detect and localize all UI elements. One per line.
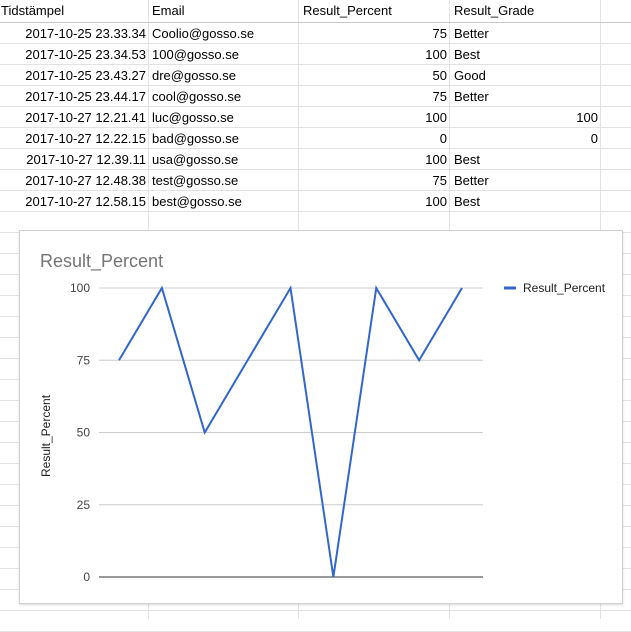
result-grade-cell[interactable]: Best xyxy=(454,194,481,209)
result-percent-cell[interactable]: 100 xyxy=(425,152,447,167)
email-cell[interactable]: luc@gosso.se xyxy=(152,110,234,125)
y-tick-label: 100 xyxy=(70,281,90,295)
timestamp-cell[interactable]: 2017-10-27 12.39.11 xyxy=(26,152,146,167)
timestamp-cell[interactable]: 2017-10-27 12.22.15 xyxy=(25,131,146,146)
result-grade-cell[interactable]: Better xyxy=(454,173,489,188)
result-percent-cell[interactable]: 75 xyxy=(432,173,447,188)
chart-title: Result_Percent xyxy=(40,251,163,272)
email-cell[interactable]: bad@gosso.se xyxy=(152,131,239,146)
y-axis-label: Result_Percent xyxy=(39,394,53,477)
timestamp-cell[interactable]: 2017-10-25 23.44.17 xyxy=(25,89,146,104)
row-divider xyxy=(0,610,631,611)
result-percent-cell[interactable]: 100 xyxy=(425,110,447,125)
email-cell[interactable]: usa@gosso.se xyxy=(152,152,239,167)
email-cell[interactable]: test@gosso.se xyxy=(152,173,239,188)
email-cell[interactable]: dre@gosso.se xyxy=(152,68,237,83)
header-cell-email[interactable]: Email xyxy=(152,3,185,18)
chart-legend[interactable]: Result_Percent xyxy=(504,281,606,295)
legend-label: Result_Percent xyxy=(523,281,606,295)
row-divider xyxy=(0,64,631,65)
result-grade-cell[interactable]: 0 xyxy=(590,131,598,146)
result-grade-cell[interactable]: Better xyxy=(454,26,489,41)
row-divider xyxy=(0,85,631,86)
timestamp-cell[interactable]: 2017-10-25 23.33.34 xyxy=(25,26,146,41)
timestamp-cell[interactable]: 2017-10-25 23.43.27 xyxy=(25,68,146,83)
row-divider xyxy=(0,211,631,212)
email-cell[interactable]: Coolio@gosso.se xyxy=(152,26,255,41)
result-grade-cell[interactable]: Best xyxy=(454,152,481,167)
y-tick-label: 50 xyxy=(77,426,91,440)
result-percent-cell[interactable]: 0 xyxy=(439,131,447,146)
y-tick-label: 0 xyxy=(83,570,90,584)
chart-canvas: Result_Percent 0 25 50 75 100 Result_Percent… xyxy=(39,251,606,584)
email-cell[interactable]: 100@gosso.se xyxy=(152,47,239,62)
result-percent-cell[interactable]: 75 xyxy=(432,89,447,104)
row-divider xyxy=(0,169,631,170)
timestamp-cell[interactable]: 2017-10-25 23.34.53 xyxy=(25,47,146,62)
header-cell-timestamp[interactable]: Tidstämpel xyxy=(1,3,65,18)
result-percent-cell[interactable]: 75 xyxy=(432,26,447,41)
timestamp-cell[interactable]: 2017-10-27 12.58.15 xyxy=(25,194,146,209)
timestamp-cell[interactable]: 2017-10-27 12.48.38 xyxy=(25,173,146,188)
row-divider xyxy=(0,106,631,107)
email-cell[interactable]: cool@gosso.se xyxy=(152,89,242,104)
row-divider xyxy=(0,148,631,149)
y-tick-label: 25 xyxy=(77,498,91,512)
header-divider xyxy=(0,22,631,23)
header-cell-result-percent[interactable]: Result_Percent xyxy=(303,3,392,18)
result-percent-cell[interactable]: 100 xyxy=(425,47,447,62)
result-grade-cell[interactable]: Best xyxy=(454,47,481,62)
timestamp-cell[interactable]: 2017-10-27 12.21.41 xyxy=(25,110,146,125)
email-cell[interactable]: best@gosso.se xyxy=(152,194,242,209)
y-tick-label: 75 xyxy=(77,353,91,367)
line-chart[interactable]: Result_Percent 0 25 50 75 100 Result_Percent… xyxy=(19,230,623,604)
result-grade-cell[interactable]: Good xyxy=(454,68,486,83)
row-divider xyxy=(0,43,631,44)
result-grade-cell[interactable]: 100 xyxy=(576,110,598,125)
result-percent-cell[interactable]: 50 xyxy=(432,68,447,83)
header-cell-result-grade[interactable]: Result_Grade xyxy=(454,3,535,18)
result-grade-cell[interactable]: Better xyxy=(454,89,489,104)
row-divider xyxy=(0,127,631,128)
result-percent-cell[interactable]: 100 xyxy=(425,194,447,209)
series-line[interactable] xyxy=(118,285,463,578)
row-divider xyxy=(0,190,631,191)
